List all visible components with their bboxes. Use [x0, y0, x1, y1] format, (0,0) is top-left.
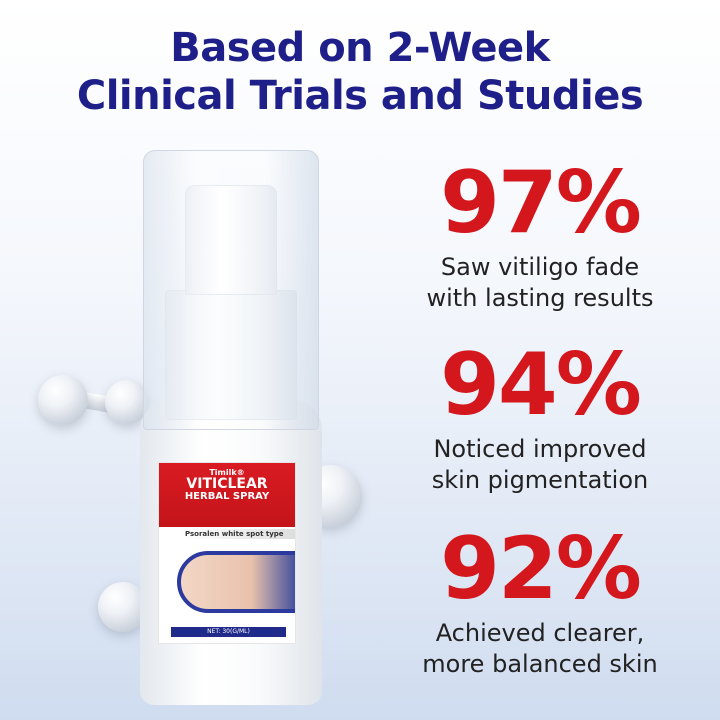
product-type: Psoralen white spot type [181, 529, 295, 539]
stat-1: 97% Saw vitiligo fade with lasting resul… [400, 158, 680, 314]
stat-desc-line1: Achieved clearer, [435, 619, 645, 647]
molecule-sphere [38, 375, 88, 425]
product-name: VITICLEAR [186, 476, 268, 492]
stat-value: 94% [440, 335, 642, 435]
net-weight: NET: 30(G/ML) [171, 627, 286, 637]
stat-desc-line2: with lasting results [426, 284, 654, 312]
bottle-cap [143, 150, 319, 430]
stat-desc-line2: more balanced skin [422, 650, 658, 678]
molecule-sphere [98, 582, 148, 632]
product-subtitle: HERBAL SPRAY [184, 491, 270, 502]
headline: Based on 2-Week Clinical Trials and Stud… [0, 24, 720, 120]
product-label: Timilk® VITICLEAR HERBAL SPRAY Psoralen … [158, 462, 296, 644]
stat-2: 94% Noticed improved skin pigmentation [400, 340, 680, 496]
stat-desc-line1: Saw vitiligo fade [440, 253, 640, 281]
stat-value: 97% [440, 153, 642, 253]
stat-3: 92% Achieved clearer, more balanced skin [400, 524, 680, 680]
face-illustration [177, 551, 295, 613]
stat-value: 92% [440, 519, 642, 619]
molecule-sphere [105, 380, 149, 424]
headline-line1: Based on 2-Week [170, 25, 550, 71]
stat-desc-line1: Noticed improved [433, 435, 647, 463]
brand-name: Timilk® [209, 468, 245, 477]
stat-desc-line2: skin pigmentation [431, 466, 649, 494]
headline-line2: Clinical Trials and Studies [76, 73, 644, 119]
